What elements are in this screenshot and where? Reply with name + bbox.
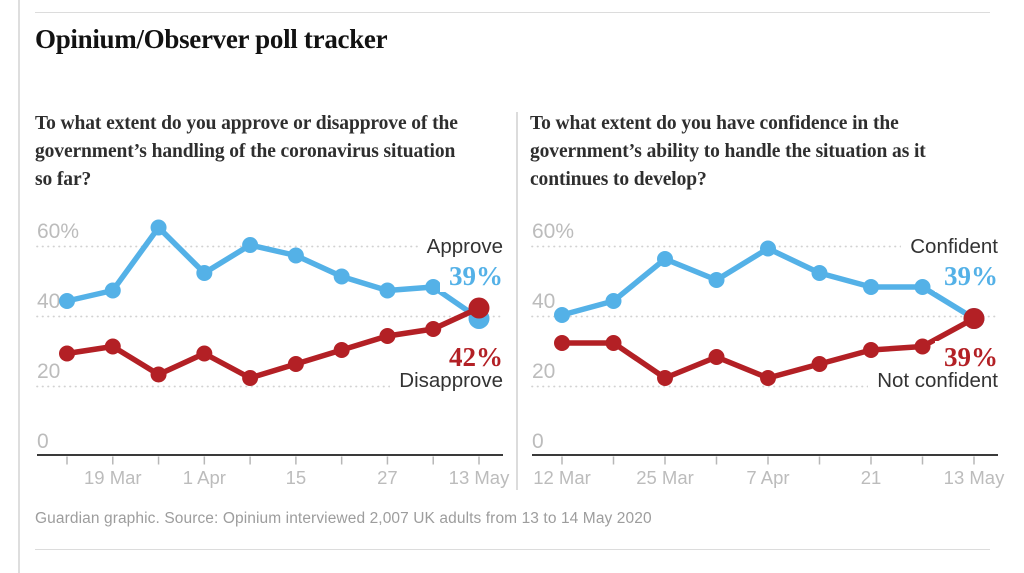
column-divider (516, 112, 518, 490)
approve-data-point (150, 219, 167, 236)
chart-approval-section: To what extent do you approve or disappr… (35, 110, 510, 488)
x-tick-label: 7 Apr (746, 467, 789, 488)
approve-data-point (333, 268, 350, 285)
approve-data-point (425, 279, 442, 295)
approve-data-point (59, 293, 75, 309)
y-axis-label: 60% (37, 220, 79, 243)
x-tick-label: 25 Mar (636, 467, 694, 488)
not-confident-data-point (708, 349, 725, 365)
confident-data-point (914, 279, 931, 295)
series-label-confident: Confident (901, 234, 1000, 260)
not-confident-data-point (863, 342, 879, 358)
x-tick-label: 27 (377, 467, 398, 488)
approve-data-point (104, 282, 121, 299)
y-axis-label: 0 (532, 430, 544, 453)
series-value-approve: 39% (440, 260, 505, 292)
chart-approval-plot: 60% 40 20 0 19 Mar 1 Apr 15 27 13 May Approve 39… (35, 210, 510, 490)
left-border-line (18, 0, 20, 573)
x-tick-label: 13 May (449, 467, 510, 488)
chart-confidence-section: To what extent do you have confidence in… (530, 110, 1005, 488)
approve-data-point (379, 282, 396, 299)
bottom-rule (35, 549, 990, 550)
not-confident-data-point (963, 308, 985, 329)
approve-data-point (242, 237, 259, 253)
disapprove-data-point (150, 366, 167, 383)
disapprove-data-point (468, 297, 490, 319)
y-axis-label: 20 (532, 360, 555, 383)
not-confident-data-point (657, 370, 673, 386)
series-value-not-confident: 39% (935, 341, 1000, 373)
y-axis-label: 20 (37, 360, 60, 383)
chart-confidence-question: To what extent do you have confidence in… (530, 113, 926, 190)
not-confident-data-point (914, 338, 931, 355)
disapprove-data-point (379, 328, 396, 344)
top-rule (35, 12, 990, 13)
series-label-not-confident: Not confident (868, 368, 1000, 394)
x-tick-label: 1 Apr (183, 467, 226, 488)
disapprove-data-point (425, 321, 442, 337)
x-tick-label: 15 (286, 467, 307, 488)
x-tick-label: 19 Mar (84, 467, 142, 488)
series-value-disapprove: 42% (440, 341, 505, 373)
approve-data-point (196, 265, 213, 281)
series-label-disapprove: Disapprove (390, 368, 505, 394)
confident-data-point (708, 272, 725, 288)
disapprove-line (66, 305, 481, 381)
page-title: Opinium/Observer poll tracker (35, 24, 388, 54)
disapprove-data-point (59, 345, 75, 362)
x-tick-label: 12 Mar (533, 467, 591, 488)
disapprove-data-point (196, 345, 213, 362)
approve-line (66, 224, 481, 321)
approve-data-point (287, 247, 304, 264)
series-label-approve: Approve (417, 234, 505, 260)
confident-data-point (863, 279, 879, 295)
confident-data-point (760, 240, 776, 257)
not-confident-data-point (760, 370, 776, 386)
source-credit: Guardian graphic. Source: Opinium interv… (35, 510, 652, 527)
y-axis-label: 40 (532, 290, 555, 313)
chart-confidence-plot: 60% 40 20 0 12 Mar 25 Mar 7 Apr 21 13 May Confid… (530, 210, 1005, 490)
confident-data-point (657, 251, 673, 267)
disapprove-data-point (242, 370, 259, 386)
y-axis-label: 0 (37, 430, 49, 453)
disapprove-data-point (287, 356, 304, 372)
x-tick-label: 13 May (944, 467, 1005, 488)
chart-approval-svg: 60% 40 20 0 19 Mar 1 Apr 15 27 13 May (36, 219, 510, 488)
disapprove-data-point (333, 342, 350, 358)
y-axis-label: 40 (37, 290, 60, 313)
not-confident-data-point (554, 335, 570, 351)
not-confident-data-point (811, 356, 828, 372)
chart-approval-question: To what extent do you approve or disappr… (35, 113, 458, 190)
confident-data-point (554, 307, 570, 323)
confident-data-point (605, 293, 622, 309)
series-value-confident: 39% (935, 260, 1000, 292)
y-axis-label: 60% (532, 220, 574, 243)
not-confident-data-point (605, 335, 622, 351)
disapprove-data-point (104, 338, 121, 355)
chart-confidence-svg: 60% 40 20 0 12 Mar 25 Mar 7 Apr 21 13 May (531, 220, 1005, 488)
x-tick-label: 21 (861, 467, 882, 488)
confident-data-point (811, 265, 828, 281)
